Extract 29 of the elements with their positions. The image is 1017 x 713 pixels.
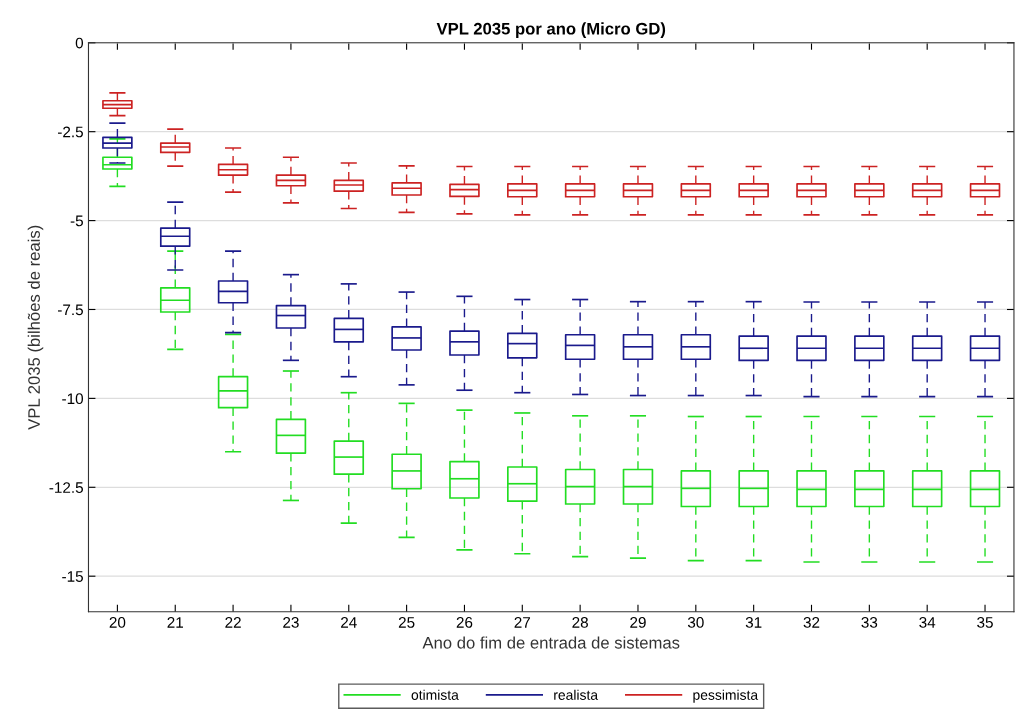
x-tick-label: 28 [572,617,588,628]
x-tick-label: 32 [803,617,820,628]
x-tick-label: 27 [514,617,531,628]
x-tick-label: 23 [283,617,299,628]
x-tick-label: 21 [167,617,183,628]
legend-label: pessimista [693,689,759,703]
y-tick-label: -5 [70,215,83,227]
y-tick-label: -10 [62,393,84,405]
x-tick-label: 35 [977,617,993,628]
x-tick-label: 24 [341,617,357,628]
y-tick-label: -12.5 [49,482,83,493]
x-tick-label: 22 [225,617,241,628]
x-tick-label: 34 [919,617,936,628]
x-tick-label: 20 [109,617,126,628]
x-tick-label: 26 [456,617,473,628]
x-tick-label: 25 [398,617,415,628]
x-tick-label: 33 [861,617,878,628]
y-tick-label: -7.5 [57,304,83,316]
x-axis-title: Ano do fim de entrada de sistemas [422,636,680,649]
legend-label: otimista [411,689,459,700]
chart-title: VPL 2035 por ano (Micro GD) [436,22,666,38]
x-tick-label: 30 [687,617,704,628]
legend-label: realista [554,689,599,700]
y-tick-label: -2.5 [57,126,83,138]
y-tick-label: -15 [62,571,83,582]
y-tick-label: 0 [75,37,84,49]
y-axis-title: VPL 2035 (bilhões de reais) [27,225,44,430]
x-tick-label: 31 [745,617,762,628]
x-tick-label: 29 [630,617,646,628]
